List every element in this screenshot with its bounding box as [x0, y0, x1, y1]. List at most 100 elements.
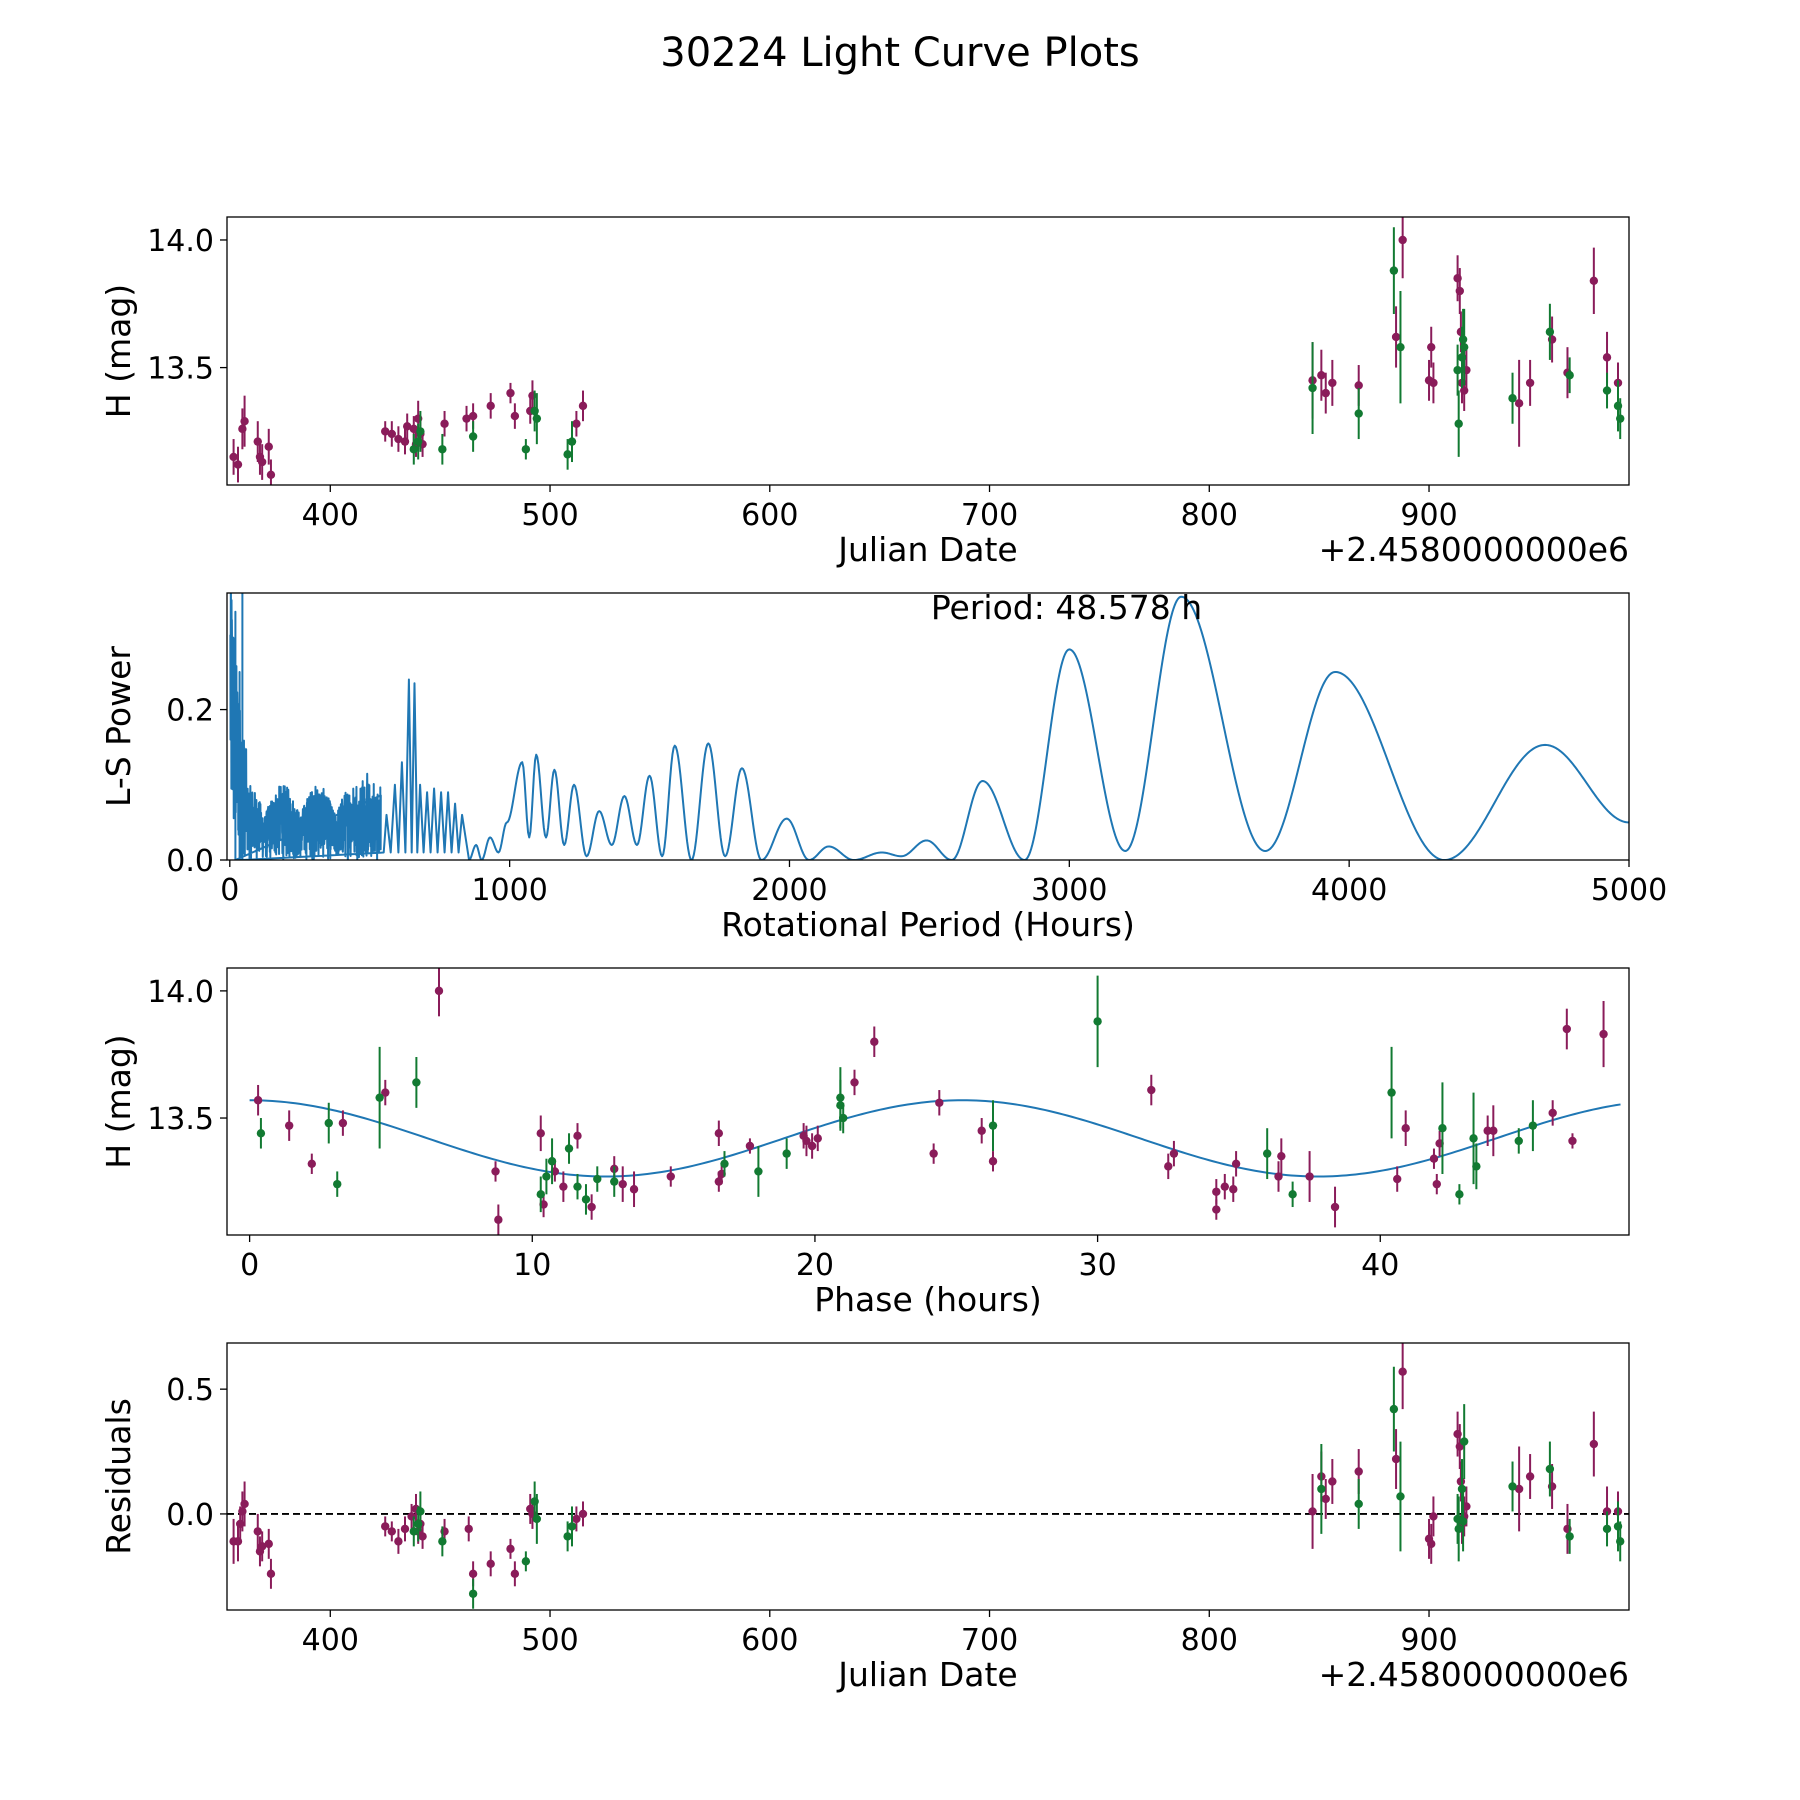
phase-plot-area [249, 968, 1621, 1235]
phase-xtick-label: 10 [513, 1248, 551, 1283]
lc-ytick-label: 13.5 [147, 352, 214, 387]
data-point [1514, 399, 1524, 408]
data-point [521, 445, 531, 454]
data-point [257, 1542, 267, 1551]
data-point [754, 1167, 763, 1176]
data-point [381, 427, 390, 436]
data-point [935, 1098, 944, 1107]
resid-y-axis-label: Residuals [99, 1398, 138, 1555]
data-point [850, 1078, 859, 1087]
data-point [1565, 1532, 1574, 1541]
ls-xtick-label: 1000 [471, 873, 547, 908]
data-point [1455, 1190, 1464, 1199]
data-point [1164, 1162, 1173, 1171]
data-point [1472, 1162, 1481, 1171]
data-point [1525, 378, 1535, 388]
data-point [438, 1537, 447, 1546]
data-point [491, 1167, 500, 1176]
phase-folded-panel: 0 10 20 30 40 13.5 14.0 Phase (hours) H (mag) [99, 967, 1630, 1319]
lc-xtick-label: 400 [302, 498, 359, 533]
lc-series-green [409, 227, 1625, 470]
data-point [394, 434, 403, 444]
phase-series-green [256, 975, 1538, 1215]
data-point [573, 1182, 582, 1191]
data-point [1220, 1182, 1229, 1191]
data-point [1398, 235, 1407, 245]
data-point [559, 1182, 568, 1191]
lc-xtick-label: 500 [521, 498, 578, 533]
data-point [1427, 342, 1436, 352]
resid-xtick-label: 800 [1181, 1623, 1238, 1658]
data-point [1093, 1017, 1102, 1026]
lc-xtick-label: 700 [961, 498, 1018, 533]
data-point [468, 432, 478, 441]
data-point [977, 1126, 986, 1135]
data-point [521, 1557, 531, 1566]
data-point [400, 437, 410, 446]
ls-ytick-label: 0.0 [166, 844, 214, 879]
resid-x-axis-label: Julian Date [836, 1655, 1018, 1694]
data-point [564, 1144, 574, 1153]
data-point [1545, 327, 1555, 337]
data-point [542, 1172, 551, 1181]
data-point [1330, 1202, 1340, 1212]
data-point [233, 460, 243, 469]
data-point [1616, 1537, 1625, 1546]
resid-xtick-label: 700 [961, 1623, 1018, 1658]
data-point [1456, 1477, 1466, 1486]
data-point [1147, 1085, 1156, 1095]
data-point [1398, 1367, 1407, 1376]
data-point [1229, 1185, 1238, 1194]
data-point [1459, 1437, 1469, 1446]
data-point [1401, 1124, 1410, 1133]
data-point [1562, 1024, 1572, 1034]
data-point [381, 1088, 390, 1097]
data-point [1328, 1477, 1337, 1486]
ls-xtick-label: 4000 [1311, 873, 1387, 908]
lc-x-offset-label: +2.4580000000e6 [1319, 530, 1629, 569]
data-point [324, 1118, 333, 1128]
data-point [1514, 1484, 1524, 1494]
data-point [563, 450, 572, 459]
data-point [387, 429, 397, 439]
data-point [802, 1136, 811, 1146]
data-point [409, 424, 418, 434]
data-point [1396, 1492, 1405, 1501]
data-point [1455, 286, 1464, 296]
phase-xtick-label: 20 [796, 1248, 834, 1283]
data-point [409, 445, 418, 454]
data-point [494, 1215, 503, 1224]
phase-series-purple [253, 968, 1608, 1235]
data-point [1317, 371, 1326, 380]
data-point [468, 1589, 478, 1598]
data-point [1321, 1494, 1330, 1504]
resid-x-offset-label: +2.4580000000e6 [1319, 1655, 1629, 1694]
phase-axes-frame [226, 967, 1630, 1236]
data-point [618, 1179, 627, 1189]
data-point [284, 1121, 294, 1130]
data-point [1288, 1190, 1297, 1199]
data-point [1393, 1174, 1402, 1184]
data-point [1429, 378, 1438, 388]
data-point [1602, 353, 1612, 362]
data-point [486, 1559, 495, 1569]
data-point [1321, 388, 1330, 398]
data-point [714, 1129, 724, 1138]
data-point [468, 1569, 478, 1579]
period-annotation: Period: 48.578 h [931, 588, 1202, 627]
data-point [536, 1190, 545, 1199]
resid-xtick-label: 900 [1400, 1623, 1457, 1658]
data-point [1169, 1149, 1179, 1158]
data-point [264, 1539, 273, 1549]
data-point [1514, 1136, 1523, 1146]
lc-xtick-label: 900 [1400, 498, 1457, 533]
data-point [1457, 1484, 1467, 1494]
phase-ytick-label: 13.5 [147, 1102, 214, 1137]
data-point [1469, 1134, 1478, 1143]
data-point [929, 1149, 938, 1158]
data-point [402, 422, 412, 431]
data-point [381, 1522, 390, 1531]
data-point [1616, 414, 1625, 423]
lc-plot-area [229, 217, 1625, 485]
